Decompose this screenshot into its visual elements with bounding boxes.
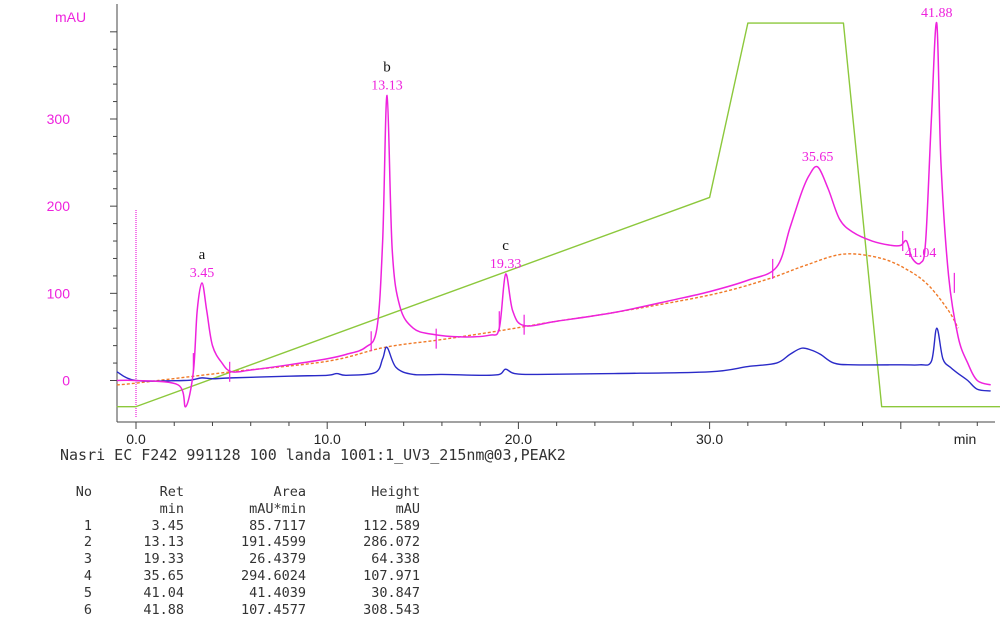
table-unit-row: min mAU*min mAU [60, 501, 420, 518]
unit-height: mAU [395, 500, 420, 517]
cell-no: 4 [83, 567, 92, 584]
header-height: Height [371, 484, 420, 500]
y-tick-label: 200 [47, 198, 71, 214]
cell-height: 107.971 [363, 567, 420, 584]
cell-area: 26.4379 [249, 551, 306, 568]
cell-height: 64.338 [371, 551, 420, 568]
peak-letter-label: b [383, 59, 391, 75]
peak-table: No Ret Area Height min mAU*min mAU 1 3.4… [60, 484, 420, 618]
cell-no: 2 [83, 534, 92, 551]
table-row: 3 19.33 26.4379 64.338 [60, 551, 420, 568]
cell-height: 308.543 [363, 601, 420, 618]
cell-no: 1 [83, 517, 92, 534]
table-row: 4 35.65 294.6024 107.971 [60, 568, 420, 585]
peak-labels: 3.45 a 13.13 b 19.33 c 35.65 41.04 41.88 [190, 6, 953, 281]
chromatogram-chart: 0.0 10.0 20.0 30.0 min 0 100 200 300 mAU 3.45 a 13.… [47, 4, 1000, 445]
peak-rt-label: 19.33 [490, 257, 522, 272]
x-tick-label: 0.0 [126, 431, 146, 445]
cell-area: 294.6024 [240, 567, 306, 584]
blue-series-line [116, 327, 991, 392]
peak-rt-label: 41.88 [921, 6, 953, 21]
peak-rt-label: 35.65 [802, 150, 834, 165]
unit-area: mAU*min [249, 500, 306, 517]
cell-no: 5 [83, 584, 92, 601]
y-tick-label: 0 [62, 373, 70, 389]
peak-letter-label: c [502, 238, 509, 254]
cell-no: 6 [83, 601, 92, 618]
table-row: 1 3.45 85.7117 112.589 [60, 518, 420, 535]
table-row: 5 41.04 41.4039 30.847 [60, 585, 420, 602]
cell-ret: 13.13 [143, 534, 184, 551]
cell-area: 191.4599 [240, 534, 306, 551]
peak-rt-label: 41.04 [905, 246, 937, 261]
y-unit-label: mAU [55, 9, 86, 25]
integration-marks [192, 231, 955, 382]
y-tick-label: 100 [47, 285, 71, 301]
table-header-row: No Ret Area Height [60, 484, 420, 501]
axes [110, 4, 995, 429]
cell-area: 41.4039 [249, 584, 306, 601]
peak-letter-label: a [199, 247, 206, 263]
cell-area: 85.7117 [249, 517, 306, 534]
x-tick-label: 20.0 [505, 431, 532, 445]
cell-ret: 19.33 [143, 551, 184, 568]
x-unit-label: min [954, 431, 977, 445]
cell-area: 107.4577 [240, 601, 306, 618]
unit-no [60, 501, 92, 518]
unit-ret: min [159, 500, 184, 517]
table-row: 2 13.13 191.4599 286.072 [60, 534, 420, 551]
cell-height: 286.072 [363, 534, 420, 551]
y-tick-label: 300 [47, 111, 71, 127]
tick-labels: 0.0 10.0 20.0 30.0 min 0 100 200 300 mAU [47, 9, 977, 445]
peak-rt-label: 3.45 [190, 266, 215, 281]
table-row: 6 41.88 107.4577 308.543 [60, 602, 420, 619]
cell-ret: 41.04 [143, 584, 184, 601]
magenta-series-line [116, 22, 991, 408]
cell-ret: 3.45 [151, 517, 184, 534]
cell-ret: 41.88 [143, 601, 184, 618]
cell-ret: 35.65 [143, 567, 184, 584]
series-group [116, 22, 1000, 408]
sample-caption: Nasri EC F242 991128 100 landa 1001:1_UV… [60, 446, 566, 464]
green-series-line [116, 22, 1000, 408]
x-tick-label: 10.0 [314, 431, 341, 445]
orange-series-line [116, 253, 959, 386]
cell-height: 30.847 [371, 584, 420, 601]
peak-rt-label: 13.13 [371, 78, 403, 93]
x-tick-label: 30.0 [696, 431, 723, 445]
header-area: Area [273, 484, 306, 500]
cell-no: 3 [83, 551, 92, 568]
header-ret: Ret [159, 484, 184, 500]
header-no: No [75, 484, 92, 500]
cell-height: 112.589 [363, 517, 420, 534]
